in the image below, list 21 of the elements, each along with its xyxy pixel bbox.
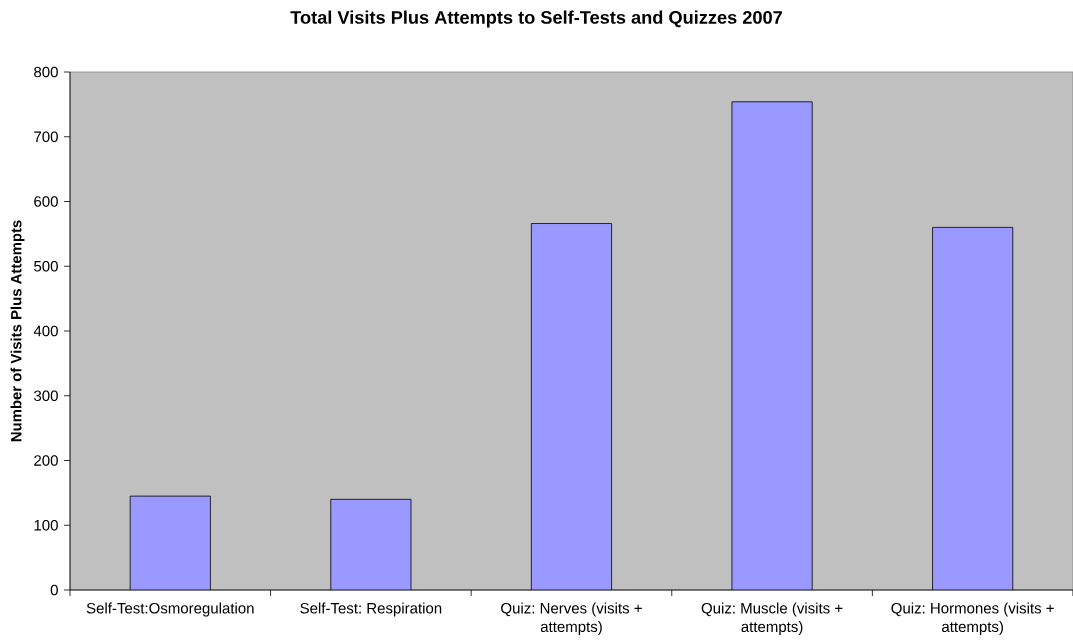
y-tick-label: 600 [34,196,58,207]
y-tick-label: 700 [34,131,58,143]
y-tick-label: 200 [34,455,58,466]
x-tick-label: Quiz: Nerves (visits + attempts) [501,602,642,635]
chart-title: Total Visits Plus Attempts to Self-Tests and Quizzes 2007 [290,10,782,28]
x-tick-label: Quiz: Hormones (visits + attempts) [891,602,1054,635]
x-tick-label: Self-Test:Osmoregulation [86,602,254,617]
y-tick-label: 0 [50,584,58,596]
y-tick-label: 100 [34,519,58,531]
y-tick-label: 400 [33,325,58,337]
bar [932,227,1014,590]
x-tick-label: Self-Test: Respiration [300,602,442,617]
y-axis-title: Number of Visits Plus Attempts [10,220,25,442]
y-tick-label: 300 [34,390,58,402]
y-tick-label: 500 [34,260,58,272]
bar [731,101,813,590]
x-tick-label: Quiz: Muscle (visits + attempts) [701,602,843,635]
bar [130,496,211,590]
y-tick-label: 800 [34,66,58,78]
bar [330,499,411,590]
bar [531,223,612,590]
